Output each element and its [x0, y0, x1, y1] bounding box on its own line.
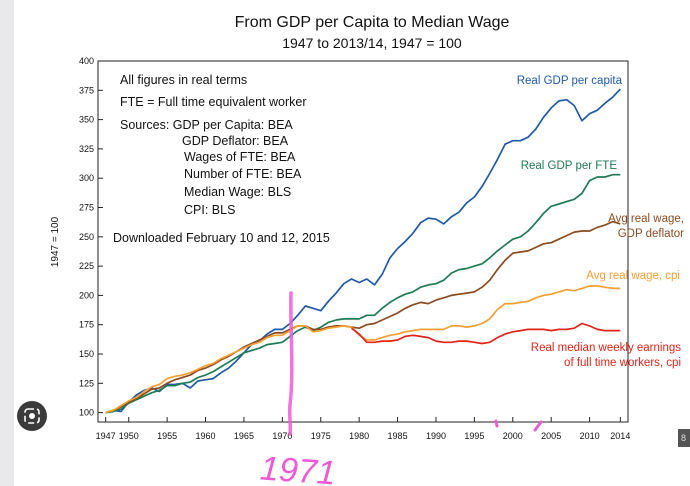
y-tick-label: 100 — [79, 408, 94, 418]
series-line-5 — [350, 322, 621, 345]
handwritten-annotation-1971: 1971 — [259, 449, 337, 486]
x-tick-label: 2014 — [610, 431, 630, 441]
x-tick-label: 1995 — [464, 431, 484, 441]
series-line-2 — [105, 173, 621, 414]
y-tick-label: 125 — [79, 378, 94, 388]
x-tick-label: 1947 — [96, 431, 116, 441]
chart-title: From GDP per Capita to Median Wage — [235, 14, 510, 31]
y-tick-label: 300 — [79, 173, 94, 183]
x-tick-label: 2010 — [580, 431, 600, 441]
y-axis-label: 1947 = 100 — [50, 216, 61, 267]
series-line-3 — [105, 220, 621, 414]
x-tick-label: 1950 — [119, 431, 139, 441]
handwritten-tick-mark — [494, 419, 499, 428]
y-tick-label: 225 — [79, 261, 94, 271]
chart-note: GDP Deflator: BEA — [182, 134, 289, 148]
x-tick-label: 2000 — [503, 431, 523, 441]
chart-note: Sources: GDP per Capita: BEA — [120, 118, 293, 132]
corner-chip: 8 — [678, 429, 690, 447]
y-tick-label: 325 — [79, 144, 94, 154]
y-tick-label: 200 — [79, 290, 94, 300]
chart-subtitle: 1947 to 2013/14, 1947 = 100 — [282, 35, 462, 51]
series-label-5: of full time workers, cpi — [564, 357, 681, 369]
y-tick-label: 350 — [79, 115, 94, 125]
x-tick-label: 1980 — [349, 431, 369, 441]
y-tick-label: 175 — [79, 320, 94, 330]
x-tick-label: 1975 — [311, 431, 331, 441]
handwritten-marker-line — [287, 291, 294, 436]
x-tick-label: 2005 — [541, 431, 561, 441]
lens-search-button[interactable] — [17, 401, 47, 431]
x-tick-label: 1990 — [426, 431, 446, 441]
series-label-4: Avg real wage, cpi — [586, 270, 680, 282]
y-tick-label: 250 — [79, 232, 94, 242]
left-panel-strip — [0, 0, 14, 486]
chart-note: Downloaded February 10 and 12, 2015 — [113, 231, 330, 245]
series-label-1: Real GDP per capita — [517, 75, 623, 87]
chart-note: FTE = Full time equivalent worker — [120, 95, 307, 109]
x-tick-label: 1955 — [157, 431, 177, 441]
chart-note: Wages of FTE: BEA — [184, 150, 296, 164]
plot-frame — [97, 60, 629, 423]
y-tick-label: 150 — [79, 349, 94, 359]
y-tick-label: 275 — [79, 203, 94, 213]
x-tick-label: 1985 — [388, 431, 408, 441]
handwritten-tick-mark — [533, 420, 543, 432]
series-label-5: Real median weekly earnings — [531, 342, 681, 354]
series-line-1 — [105, 88, 621, 414]
x-tick-label: 1965 — [234, 431, 254, 441]
y-tick-label: 375 — [79, 85, 94, 95]
series-label-3: GDP deflator — [618, 228, 684, 240]
series-label-3: Avg real wage, — [608, 213, 684, 225]
chart-note: All figures in real terms — [120, 73, 247, 87]
chart-note: Number of FTE: BEA — [184, 167, 302, 181]
chart-note: Median Wage: BLS — [184, 185, 291, 199]
chart-note: CPI: BLS — [184, 203, 235, 217]
series-label-2: Real GDP per FTE — [521, 160, 618, 172]
x-tick-label: 1960 — [196, 431, 216, 441]
x-tick-label: 1970 — [272, 431, 292, 441]
lens-search-icon — [24, 408, 40, 424]
y-tick-label: 400 — [79, 56, 94, 66]
